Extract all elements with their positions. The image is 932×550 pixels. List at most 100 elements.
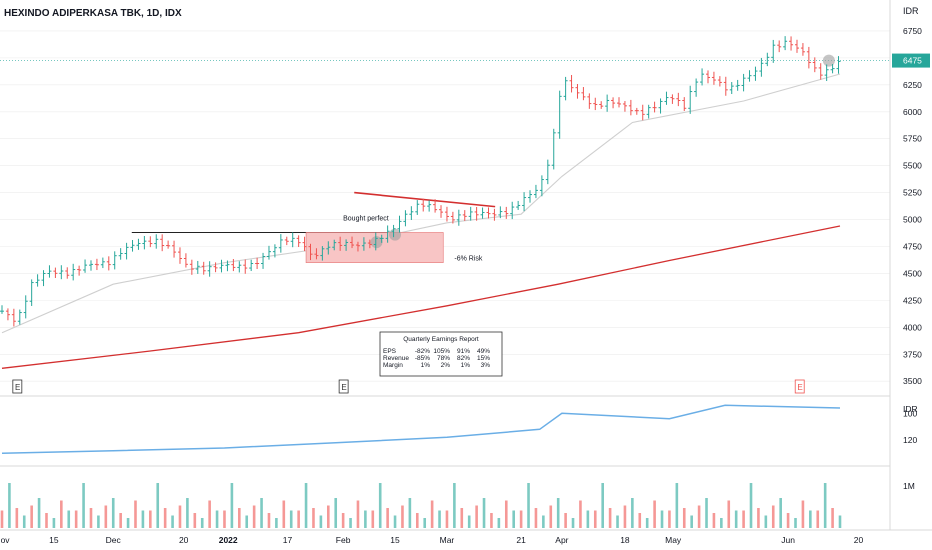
earnings-table: Quarterly Earnings Report EPS -82% 105% 91%… [379, 331, 503, 377]
volume-bar [519, 510, 523, 528]
volume-bar [682, 508, 686, 528]
volume-bar [838, 515, 842, 528]
time-axis-ticks: Nov 15 Dec 20 2022 17 Feb 15 Mar 21 Apr 18 May Jun 20 [0, 535, 864, 545]
price-tick-label: 6750 [903, 26, 922, 36]
chart-title: HEXINDO ADIPERKASA TBK, 1D, IDX [4, 8, 182, 19]
table-cell: -82% [415, 348, 430, 355]
volume-pane: 1M [0, 481, 915, 528]
volume-bar [697, 505, 701, 528]
price-tick-label: 6250 [903, 80, 922, 90]
volume-bar [823, 483, 827, 528]
trend-line [354, 191, 496, 208]
volume-bar [171, 515, 174, 528]
volume-bar [89, 508, 93, 528]
time-tick-label: 21 [516, 535, 526, 545]
volume-bar [734, 510, 738, 528]
volume-bar [0, 510, 4, 528]
volume-bar [82, 483, 85, 528]
volume-bar [200, 518, 204, 528]
volume-bar [623, 505, 627, 528]
time-tick-label: Apr [555, 535, 568, 545]
volume-bar [149, 510, 152, 528]
price-tick-label: 4500 [903, 268, 922, 278]
volume-bar [608, 508, 612, 528]
volume-bar [126, 518, 130, 528]
price-tick-label: 3500 [903, 376, 922, 386]
volume-bar [349, 518, 352, 528]
volume-bar [371, 510, 375, 528]
earnings-marker-label: E [797, 383, 802, 392]
volume-tick-label: 1M [903, 481, 915, 491]
price-tick-label: 5250 [903, 188, 922, 198]
volume-bar [230, 483, 234, 528]
volume-bar [364, 510, 367, 528]
volume-bar [156, 483, 160, 528]
buy-point-marker [822, 54, 835, 67]
earnings-marker [338, 379, 349, 394]
volume-bar [97, 515, 100, 528]
table-cell: 15% [477, 355, 490, 362]
time-tick-label: 18 [620, 535, 630, 545]
volume-bar [430, 500, 434, 528]
volume-bar [378, 483, 382, 528]
table-cell: 78% [437, 355, 450, 362]
volume-bar [490, 513, 493, 528]
volume-bar [74, 510, 78, 528]
volume-bar [705, 498, 708, 528]
price-tick-label: 6000 [903, 107, 922, 117]
volume-bar [453, 483, 456, 528]
volume-bar [401, 505, 404, 528]
time-tick-label: 15 [390, 535, 400, 545]
table-cell: 2% [441, 362, 451, 369]
volume-bar [289, 510, 293, 528]
volume-bar [223, 510, 226, 528]
price-tick-label: 5500 [903, 161, 922, 171]
price-tick-label: 4750 [903, 241, 922, 251]
volume-bar [645, 518, 649, 528]
last-price-badge [892, 53, 930, 68]
rs-tick-label: 100 [903, 408, 917, 418]
time-tick-label: Jun [781, 535, 795, 545]
time-tick-label: 17 [283, 535, 293, 545]
volume-bar [423, 518, 427, 528]
table-cell: 1% [421, 362, 431, 369]
moving-average-fast [1, 73, 841, 334]
currency-label: IDR [903, 6, 919, 16]
time-tick-label: 2022 [219, 535, 238, 545]
price-candles [0, 36, 841, 327]
volume-bar [653, 500, 656, 528]
earnings-marker [794, 379, 805, 394]
volume-bar [341, 513, 345, 528]
volume-bar [638, 513, 642, 528]
volume-bar [579, 500, 582, 528]
volume-bar [764, 515, 768, 528]
volume-bar [497, 518, 501, 528]
volume-bar [771, 505, 775, 528]
volume-bar [586, 510, 590, 528]
table-cell: 105% [433, 348, 450, 355]
volume-bar [445, 510, 449, 528]
volume-bar [319, 515, 323, 528]
volume-bar [186, 498, 189, 528]
table-row-label: Revenue [383, 355, 409, 362]
volume-bar [282, 500, 286, 528]
volume-bar [267, 513, 271, 528]
volume-bar [779, 498, 782, 528]
volume-bar [304, 483, 308, 528]
price-tick-label: 3750 [903, 349, 922, 359]
volume-bar [794, 518, 797, 528]
volume-bar [460, 508, 464, 528]
volume-bar [542, 515, 545, 528]
volume-bar [260, 498, 263, 528]
rs-currency-label: IDR [903, 404, 918, 414]
volume-bar [60, 500, 63, 528]
table-cell: 91% [457, 348, 470, 355]
volume-bar [601, 483, 604, 528]
volume-bar [163, 508, 167, 528]
volume-bar [408, 498, 412, 528]
time-tick-label: Feb [336, 535, 351, 545]
volume-bar [742, 510, 745, 528]
volume-bar [327, 505, 330, 528]
